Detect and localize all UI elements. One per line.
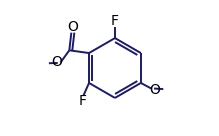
Text: F: F [78,94,86,108]
Text: O: O [51,55,62,69]
Text: O: O [149,83,160,97]
Text: F: F [111,15,119,28]
Text: O: O [68,20,79,33]
